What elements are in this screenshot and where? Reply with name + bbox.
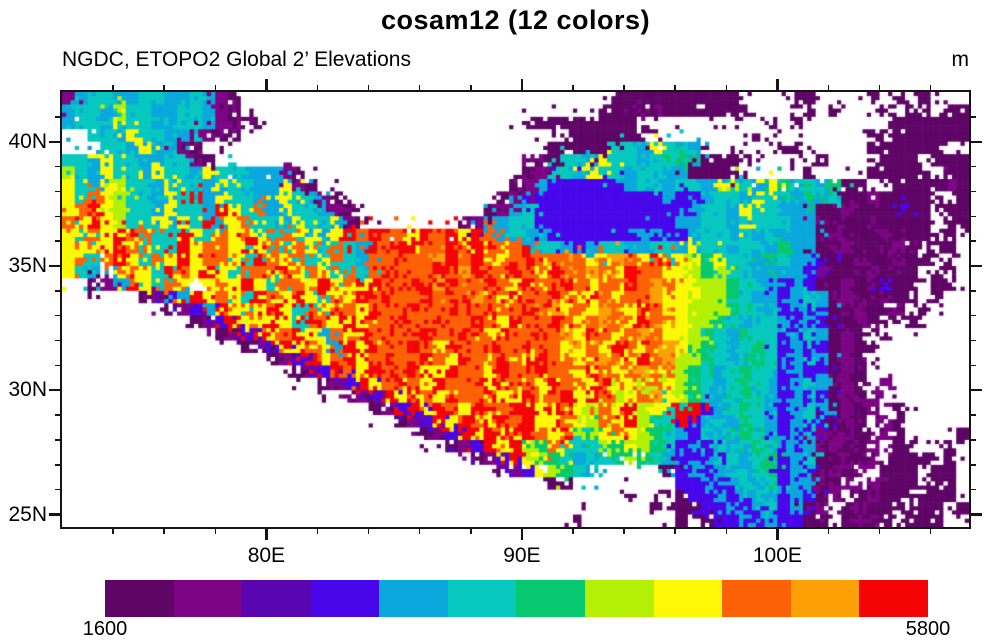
x-axis-minor-tick xyxy=(929,527,932,534)
colorbar xyxy=(105,580,928,617)
x-axis-tick-label: 90E xyxy=(503,544,541,567)
y-axis-minor-tick xyxy=(969,314,976,317)
y-axis-major-tick xyxy=(969,389,982,392)
x-axis-minor-tick xyxy=(316,527,319,534)
y-axis-major-tick xyxy=(49,389,62,392)
y-axis-tick-label: 40N xyxy=(8,129,47,153)
y-axis-minor-tick xyxy=(969,364,976,367)
colorbar-swatch xyxy=(790,580,860,617)
x-axis-minor-tick xyxy=(418,527,421,534)
colorbar-swatch xyxy=(242,580,311,617)
x-axis-minor-tick xyxy=(572,85,574,92)
x-axis-minor-tick xyxy=(214,85,217,92)
x-axis-minor-tick xyxy=(367,85,370,92)
y-axis-minor-tick xyxy=(55,314,62,317)
x-axis-minor-tick xyxy=(367,527,370,534)
x-axis-minor-tick xyxy=(470,85,472,92)
y-axis-major-tick xyxy=(969,264,982,268)
colorbar-max-label: 5800 xyxy=(905,618,951,640)
colorbar-swatch xyxy=(379,580,448,617)
x-axis-major-tick xyxy=(265,527,268,540)
x-axis-minor-tick xyxy=(878,85,881,92)
y-axis-minor-tick xyxy=(969,215,976,218)
x-axis-tick-label: 100E xyxy=(752,544,802,567)
x-axis-minor-tick xyxy=(572,527,574,534)
y-axis-minor-tick xyxy=(969,290,976,292)
x-axis-major-tick xyxy=(520,79,524,92)
y-axis-minor-tick xyxy=(55,414,62,416)
colorbar-swatch xyxy=(447,580,517,617)
x-axis-tick-label: 80E xyxy=(247,544,286,567)
x-axis-minor-tick xyxy=(112,527,114,534)
y-axis-minor-tick xyxy=(55,116,62,118)
x-axis-minor-tick xyxy=(470,527,472,534)
y-axis-minor-tick xyxy=(55,364,62,367)
x-axis-minor-tick xyxy=(163,527,165,534)
x-axis-minor-tick xyxy=(163,85,165,92)
x-axis-minor-tick xyxy=(725,85,728,92)
x-axis-minor-tick xyxy=(827,85,830,92)
x-axis-minor-tick xyxy=(827,527,830,534)
x-axis-major-tick xyxy=(776,527,779,540)
y-axis-tick-label: 25N xyxy=(8,502,47,526)
colorbar-swatch xyxy=(585,580,654,617)
x-axis-minor-tick xyxy=(623,85,625,92)
y-axis-minor-tick xyxy=(55,290,62,292)
y-axis-minor-tick xyxy=(969,339,976,342)
colorbar-min-label: 1600 xyxy=(82,618,128,640)
y-axis-tick-label: 35N xyxy=(8,254,47,277)
y-axis-tick-label: 30N xyxy=(8,378,47,402)
x-axis-minor-tick xyxy=(725,527,728,534)
y-axis-minor-tick xyxy=(969,414,976,416)
y-axis-minor-tick xyxy=(55,215,62,218)
y-axis-minor-tick xyxy=(969,240,976,242)
y-axis-minor-tick xyxy=(969,116,976,118)
y-axis-minor-tick xyxy=(55,240,62,242)
y-axis-major-tick xyxy=(969,140,982,143)
x-axis-minor-tick xyxy=(316,85,319,92)
colorbar-swatch xyxy=(105,580,174,617)
y-axis-minor-tick xyxy=(55,190,62,193)
colorbar-swatch xyxy=(722,580,791,617)
plot-subtitle: NGDC, ETOPO2 Global 2’ Elevations xyxy=(62,48,411,71)
colorbar-swatch xyxy=(653,580,723,617)
y-axis-minor-tick xyxy=(55,165,62,168)
x-axis-major-tick xyxy=(265,79,268,92)
y-axis-minor-tick xyxy=(969,190,976,193)
y-axis-minor-tick xyxy=(55,339,62,342)
x-axis-major-tick xyxy=(520,527,524,540)
y-axis-minor-tick xyxy=(55,464,62,466)
colorbar-swatch xyxy=(310,580,380,617)
elevation-raster xyxy=(62,92,969,527)
x-axis-minor-tick xyxy=(418,85,421,92)
colorbar-swatch xyxy=(859,580,928,617)
y-axis-minor-tick xyxy=(55,488,62,491)
y-axis-major-tick xyxy=(49,264,62,268)
y-axis-major-tick xyxy=(969,513,982,516)
y-axis-minor-tick xyxy=(969,439,976,441)
x-axis-minor-tick xyxy=(214,527,217,534)
x-axis-minor-tick xyxy=(112,85,114,92)
colorbar-swatch xyxy=(516,580,586,617)
colorbar-swatch xyxy=(173,580,243,617)
x-axis-minor-tick xyxy=(623,527,625,534)
x-axis-minor-tick xyxy=(674,85,676,92)
x-axis-minor-tick xyxy=(929,85,932,92)
x-axis-minor-tick xyxy=(878,527,881,534)
y-axis-major-tick xyxy=(49,513,62,516)
y-axis-major-tick xyxy=(49,140,62,143)
plot-area xyxy=(60,90,971,529)
plot-title: cosam12 (12 colors) xyxy=(380,5,651,35)
y-axis-minor-tick xyxy=(55,439,62,441)
x-axis-minor-tick xyxy=(674,527,676,534)
x-axis-major-tick xyxy=(776,79,779,92)
y-axis-minor-tick xyxy=(969,488,976,491)
y-axis-minor-tick xyxy=(969,165,976,168)
units-label: m xyxy=(951,48,970,71)
y-axis-minor-tick xyxy=(969,464,976,466)
